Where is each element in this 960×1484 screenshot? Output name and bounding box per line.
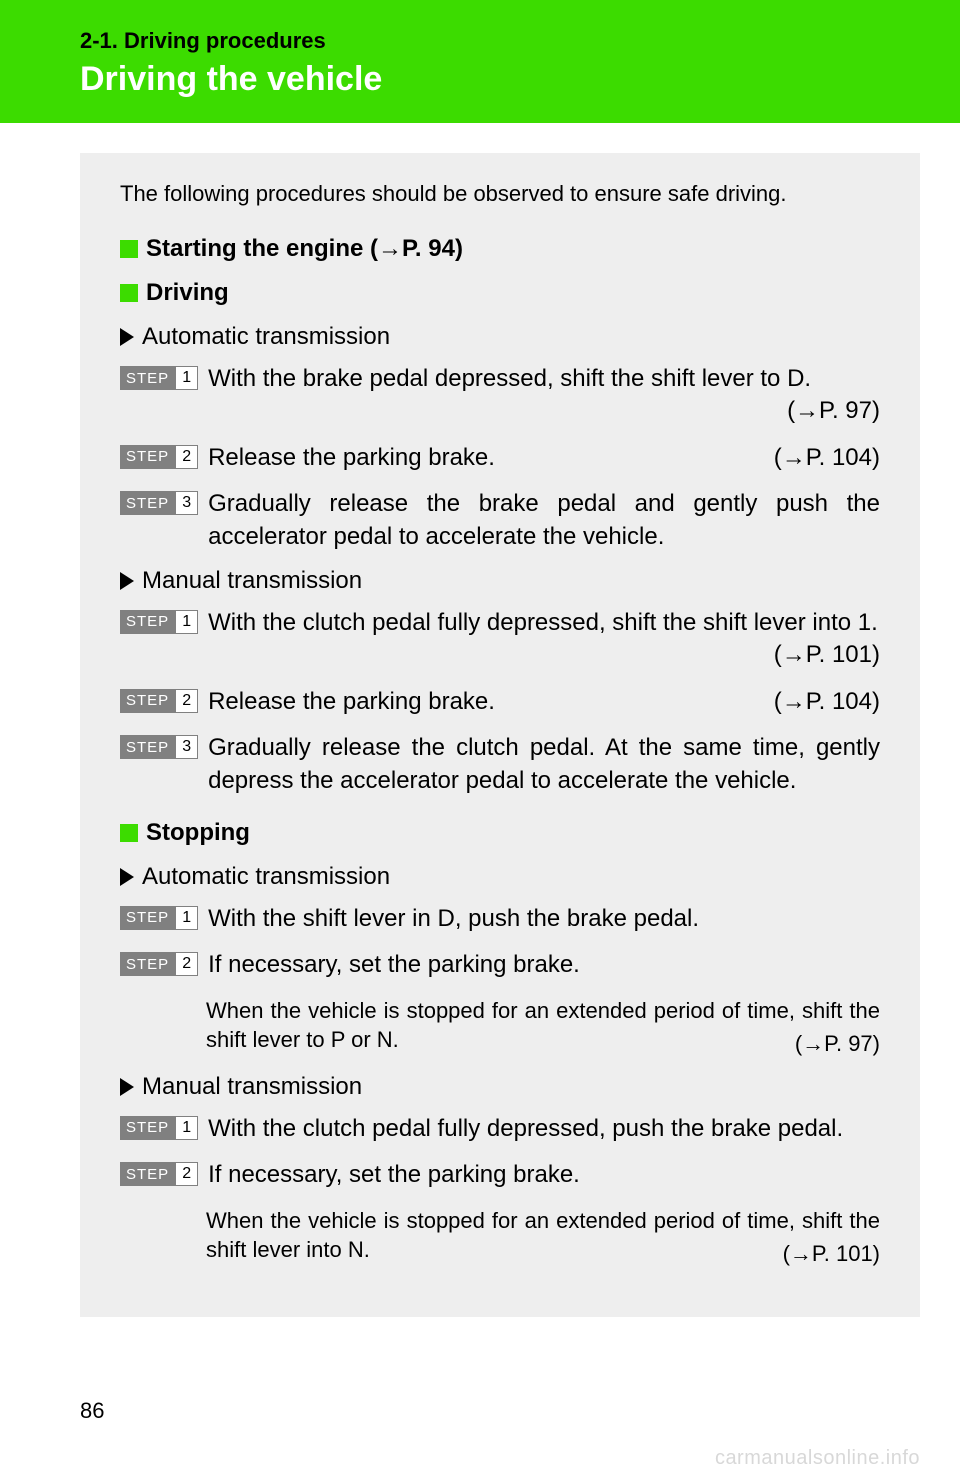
step-badge: STEP 2 (120, 445, 198, 469)
step-word: STEP (120, 906, 175, 930)
square-bullet-icon (120, 284, 138, 302)
triangle-bullet-icon (120, 572, 134, 590)
content-box: The following procedures should be obser… (80, 153, 920, 1317)
square-bullet-icon (120, 240, 138, 258)
driving-auto-step-3: STEP 3 Gradually release the brake pedal… (120, 488, 880, 553)
page-number: 86 (80, 1398, 104, 1424)
step-badge: STEP 2 (120, 952, 198, 976)
heading-stopping: Stopping (120, 819, 880, 847)
driving-manual-step-3: STEP 3 Gradually release the clutch peda… (120, 732, 880, 797)
driving-auto-step-2: STEP 2 Release the parking brake. (→P. 1… (120, 442, 880, 474)
step-text: With the clutch pedal fully depressed, p… (208, 1113, 880, 1145)
subheading-stopping-auto: Automatic transmission (120, 863, 880, 891)
step-body: With the brake pedal depressed, shift th… (208, 363, 880, 428)
subheading-stopping-auto-text: Automatic transmission (142, 863, 390, 891)
driving-auto-step-1: STEP 1 With the brake pedal depressed, s… (120, 363, 880, 428)
heading-stopping-text: Stopping (146, 819, 250, 847)
stopping-auto-step-2: STEP 2 If necessary, set the parking bra… (120, 949, 880, 981)
step-number: 2 (175, 689, 198, 713)
driving-manual-step-2: STEP 2 Release the parking brake. (→P. 1… (120, 686, 880, 718)
step-ref: (→P. 101) (754, 639, 880, 671)
note-ref: (→P. 97) (775, 1029, 880, 1059)
step-number: 2 (175, 445, 198, 469)
step-number: 1 (175, 366, 198, 390)
step-badge: STEP 1 (120, 366, 198, 390)
step-number: 1 (175, 610, 198, 634)
stopping-auto-step-1: STEP 1 With the shift lever in D, push t… (120, 903, 880, 935)
step-number: 2 (175, 1162, 198, 1186)
heading-driving: Driving (120, 279, 880, 307)
subheading-stopping-manual-text: Manual transmission (142, 1073, 362, 1101)
step-word: STEP (120, 1162, 175, 1186)
step-ref: (→P. 97) (767, 395, 880, 427)
subheading-driving-auto: Automatic transmission (120, 323, 880, 351)
step-badge: STEP 2 (120, 689, 198, 713)
triangle-bullet-icon (120, 868, 134, 886)
step-badge: STEP 3 (120, 491, 198, 515)
step-badge: STEP 1 (120, 1116, 198, 1140)
step-body: Release the parking brake. (→P. 104) (208, 442, 880, 474)
step-number: 1 (175, 1116, 198, 1140)
step-badge: STEP 1 (120, 610, 198, 634)
step-body: With the shift lever in D, push the brak… (208, 903, 880, 935)
stopping-manual-step-2: STEP 2 If necessary, set the parking bra… (120, 1159, 880, 1191)
intro-text: The following procedures should be obser… (120, 181, 880, 207)
heading-driving-text: Driving (146, 279, 229, 307)
step-body: Gradually release the clutch pedal. At t… (208, 732, 880, 797)
step-text: Release the parking brake. (208, 686, 754, 718)
step-body: With the clutch pedal fully depressed, s… (208, 607, 880, 672)
step-badge: STEP 3 (120, 735, 198, 759)
section-label: 2-1. Driving procedures (80, 28, 960, 54)
step-number: 2 (175, 952, 198, 976)
step-word: STEP (120, 445, 175, 469)
step-number: 1 (175, 906, 198, 930)
step-body: Gradually release the brake pedal and ge… (208, 488, 880, 553)
step-text: With the clutch pedal fully depressed, s… (208, 607, 880, 639)
step-text: With the brake pedal depressed, shift th… (208, 363, 880, 395)
triangle-bullet-icon (120, 328, 134, 346)
step-text: With the shift lever in D, push the brak… (208, 903, 880, 935)
step-badge: STEP 2 (120, 1162, 198, 1186)
stopping-manual-note: When the vehicle is stopped for an exten… (206, 1206, 880, 1269)
step-body: With the clutch pedal fully depressed, p… (208, 1113, 880, 1145)
triangle-bullet-icon (120, 1078, 134, 1096)
square-bullet-icon (120, 824, 138, 842)
subheading-driving-manual-text: Manual transmission (142, 567, 362, 595)
note-ref: (→P. 101) (763, 1239, 880, 1269)
section-title: Driving the vehicle (80, 60, 960, 99)
step-word: STEP (120, 1116, 175, 1140)
subheading-driving-manual: Manual transmission (120, 567, 880, 595)
step-ref: (→P. 104) (754, 686, 880, 718)
stopping-manual-step-1: STEP 1 With the clutch pedal fully depre… (120, 1113, 880, 1145)
page: 2-1. Driving procedures Driving the vehi… (0, 0, 960, 1484)
step-text: If necessary, set the parking brake. (208, 1159, 880, 1191)
step-word: STEP (120, 366, 175, 390)
step-badge: STEP 1 (120, 906, 198, 930)
step-body: If necessary, set the parking brake. (208, 1159, 880, 1191)
step-body: Release the parking brake. (→P. 104) (208, 686, 880, 718)
step-word: STEP (120, 952, 175, 976)
step-text: Gradually release the brake pedal and ge… (208, 488, 880, 553)
step-body: If necessary, set the parking brake. (208, 949, 880, 981)
step-word: STEP (120, 689, 175, 713)
step-ref: (→P. 104) (754, 442, 880, 474)
step-text: Release the parking brake. (208, 442, 754, 474)
step-word: STEP (120, 610, 175, 634)
driving-manual-step-1: STEP 1 With the clutch pedal fully depre… (120, 607, 880, 672)
step-text: Gradually release the clutch pedal. At t… (208, 732, 880, 797)
subheading-driving-auto-text: Automatic transmission (142, 323, 390, 351)
stopping-auto-note: When the vehicle is stopped for an exten… (206, 996, 880, 1059)
step-number: 3 (175, 735, 198, 759)
heading-starting-text: Starting the engine (→P. 94) (146, 235, 463, 263)
watermark-text: carmanualsonline.info (715, 1447, 920, 1470)
heading-starting: Starting the engine (→P. 94) (120, 235, 880, 263)
subheading-stopping-manual: Manual transmission (120, 1073, 880, 1101)
step-word: STEP (120, 735, 175, 759)
step-word: STEP (120, 491, 175, 515)
step-text: If necessary, set the parking brake. (208, 949, 880, 981)
page-header: 2-1. Driving procedures Driving the vehi… (0, 0, 960, 123)
step-number: 3 (175, 491, 198, 515)
